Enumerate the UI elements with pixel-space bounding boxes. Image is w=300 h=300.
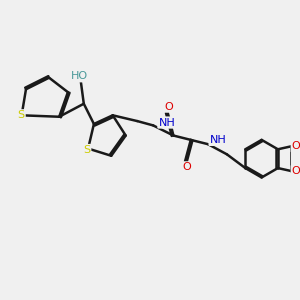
Text: S: S — [83, 145, 90, 155]
Text: O: O — [292, 141, 300, 152]
Text: O: O — [292, 166, 300, 176]
Text: HO: HO — [71, 71, 88, 81]
Text: NH: NH — [158, 118, 175, 128]
Text: S: S — [17, 110, 25, 120]
Text: O: O — [165, 102, 173, 112]
Text: O: O — [182, 162, 191, 172]
Text: NH: NH — [210, 135, 226, 145]
